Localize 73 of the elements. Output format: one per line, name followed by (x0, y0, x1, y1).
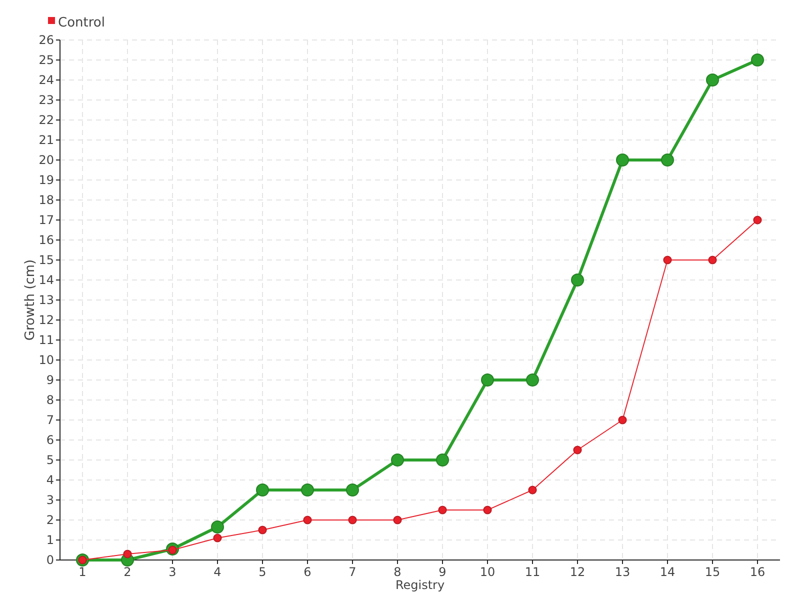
point (528, 486, 537, 494)
y-tick-label: 13 (38, 293, 54, 308)
x-tick-label: 10 (480, 565, 496, 579)
y-tick-label: 4 (46, 473, 54, 488)
y-tick-label: 12 (38, 313, 54, 328)
x-tick-label: 14 (660, 565, 676, 579)
x-tick-label: 2 (124, 565, 132, 579)
y-tick-label: 14 (38, 273, 54, 288)
y-tick-label: 11 (38, 333, 54, 348)
x-tick-label: 7 (348, 565, 356, 579)
y-tick-label: 1 (46, 533, 54, 548)
point (483, 506, 492, 514)
x-tick-label: 1 (78, 565, 86, 579)
y-tick-label: 7 (46, 413, 54, 428)
point (213, 534, 222, 542)
point (123, 550, 132, 558)
y-tick-label: 17 (38, 213, 54, 228)
point (616, 154, 629, 166)
point (481, 374, 494, 386)
y-tick-label: 10 (38, 353, 54, 368)
point (211, 520, 224, 534)
point (753, 216, 762, 224)
legend-label: Control (58, 16, 105, 31)
y-tick-label: 23 (38, 93, 54, 108)
point (438, 506, 447, 514)
x-axis-title: Registry (395, 578, 445, 592)
point (661, 154, 674, 166)
y-axis-title: Growth (cm) (23, 259, 38, 341)
point (526, 374, 539, 386)
point (391, 454, 404, 466)
point (256, 484, 269, 496)
point (751, 54, 764, 66)
y-tick-label: 2 (46, 513, 54, 528)
x-tick-label: 15 (704, 565, 720, 579)
point (258, 526, 267, 534)
x-tick-label: 16 (750, 565, 766, 579)
point (618, 416, 627, 424)
y-tick-label: 5 (46, 453, 54, 468)
y-tick-label: 20 (38, 153, 54, 168)
point (301, 484, 314, 496)
point (571, 274, 584, 286)
y-tick-label: 15 (38, 253, 54, 268)
y-tick-label: 22 (38, 113, 54, 128)
x-tick-label: 5 (258, 565, 266, 579)
y-tick-label: 8 (46, 393, 54, 408)
point (436, 454, 449, 466)
x-tick-label: 3 (168, 565, 176, 579)
y-tick-label: 9 (46, 373, 54, 388)
point (663, 256, 672, 264)
x-tick-label: 11 (524, 565, 540, 579)
y-tick-label: 24 (38, 73, 54, 88)
point (393, 516, 402, 524)
y-tick-label: 21 (38, 133, 54, 148)
y-tick-label: 3 (46, 493, 54, 508)
point (708, 256, 717, 264)
x-tick-label: 9 (438, 565, 446, 579)
x-tick-label: 4 (214, 565, 222, 579)
x-tick-label: 6 (304, 565, 312, 579)
point (303, 516, 312, 524)
x-tick-label: 12 (570, 565, 586, 579)
point (706, 74, 719, 86)
y-tick-label: 19 (38, 173, 54, 188)
y-tick-label: 0 (46, 553, 54, 568)
point (348, 516, 357, 524)
y-tick-label: 6 (46, 433, 54, 448)
y-tick-label: 18 (38, 193, 54, 208)
x-tick-label: 8 (394, 565, 402, 579)
x-tick-label: 13 (614, 565, 630, 579)
point (573, 446, 582, 454)
y-tick-label: 16 (38, 233, 54, 248)
point (346, 484, 359, 496)
y-tick-label: 26 (38, 33, 54, 48)
y-tick-label: 25 (38, 53, 54, 68)
